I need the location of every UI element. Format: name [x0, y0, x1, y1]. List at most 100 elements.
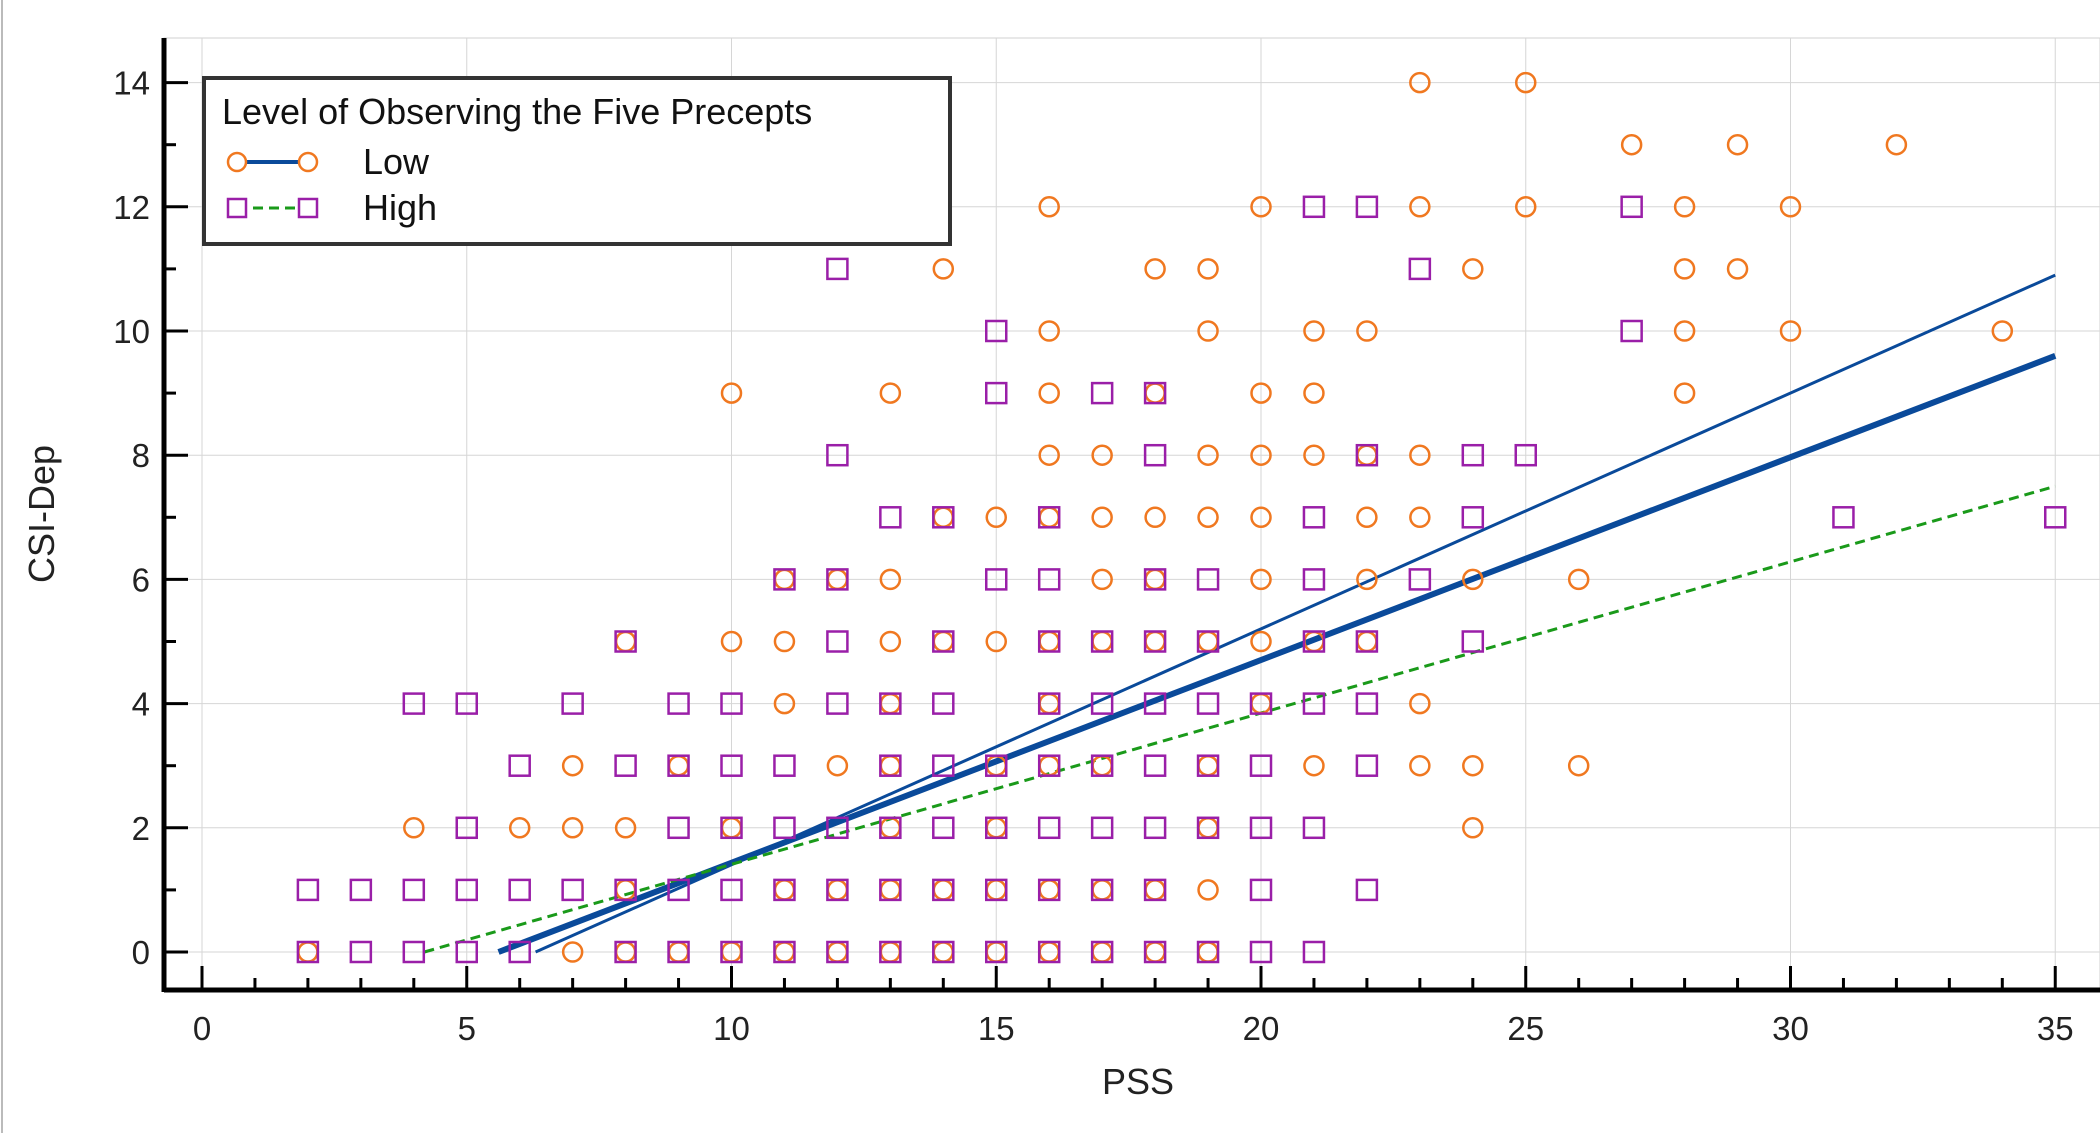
high-point	[508, 940, 531, 964]
low-point	[561, 754, 584, 777]
high-point	[826, 940, 849, 964]
low-point	[1567, 754, 1590, 777]
high-point	[1249, 692, 1273, 715]
x-tick-label: 35	[2037, 1010, 2074, 1047]
low-point	[879, 382, 902, 404]
high-point	[985, 940, 1008, 964]
low-point	[932, 258, 955, 280]
high-point	[2044, 506, 2067, 529]
low-point	[1250, 506, 1272, 529]
low-point	[985, 630, 1007, 653]
high-point	[1143, 568, 1167, 591]
low-point	[1779, 196, 1802, 218]
low-point	[1462, 754, 1484, 777]
y-axis-title: CSI-Dep	[21, 445, 62, 583]
high-point	[1196, 816, 1220, 840]
y-tick-label: 14	[113, 65, 150, 102]
high-point	[932, 940, 955, 964]
high-point	[667, 692, 690, 715]
high-point	[879, 878, 902, 902]
high-point	[561, 878, 584, 902]
high-point	[985, 381, 1008, 405]
high-point	[985, 568, 1008, 591]
high-point	[1037, 940, 1061, 964]
high-point	[1249, 754, 1273, 777]
low-point	[1250, 444, 1272, 466]
legend-box	[202, 76, 952, 246]
x-tick-label: 30	[1772, 1010, 1809, 1047]
high-point	[773, 754, 796, 777]
y-tick-label: 2	[132, 810, 150, 847]
high-point	[773, 878, 796, 902]
x-tick-label: 20	[1243, 1010, 1280, 1047]
high-point	[1461, 443, 1485, 467]
high-point	[879, 506, 902, 529]
low-point	[1303, 444, 1325, 466]
high-point	[1196, 754, 1220, 777]
high-point	[1620, 319, 1643, 343]
high-point	[1037, 816, 1061, 840]
low-point	[1779, 320, 1802, 342]
high-point	[1408, 257, 1432, 281]
high-point	[508, 878, 531, 902]
low-point	[720, 630, 743, 653]
high-point	[1196, 568, 1220, 591]
high-point	[455, 692, 478, 715]
high-point	[985, 878, 1008, 902]
legend-high-label: High	[363, 187, 437, 228]
high-point	[1249, 940, 1273, 964]
low-point	[773, 630, 796, 653]
low-point	[773, 692, 796, 715]
high-point	[826, 816, 849, 840]
low-point	[1409, 754, 1431, 777]
high-point	[1514, 443, 1537, 467]
high-point	[1090, 754, 1114, 777]
low-point	[1303, 320, 1325, 342]
high-point	[1832, 506, 1855, 529]
low-point	[1303, 382, 1325, 404]
legend: Level of Observing the Five Precepts Low…	[202, 76, 952, 246]
low-point	[1197, 506, 1219, 529]
high-point	[1143, 940, 1167, 964]
high-point	[720, 878, 743, 902]
high-point	[1037, 878, 1061, 902]
x-tick-label: 0	[193, 1010, 211, 1047]
low-point	[720, 382, 743, 404]
high-point	[985, 319, 1008, 343]
high-point	[879, 940, 902, 964]
high-point	[614, 630, 637, 653]
low-point	[1303, 754, 1325, 777]
high-point	[1090, 940, 1114, 964]
low-point	[985, 506, 1007, 529]
high-point	[508, 754, 531, 777]
high-point	[1302, 506, 1326, 529]
low-point	[1250, 196, 1272, 218]
high-point	[667, 754, 690, 777]
x-tick-label: 15	[978, 1010, 1015, 1047]
low-point	[1673, 258, 1696, 280]
high-point	[1037, 692, 1061, 715]
low-point	[1091, 568, 1113, 591]
low-point	[1038, 320, 1060, 342]
low-point	[1144, 506, 1166, 529]
low-point	[1567, 568, 1590, 591]
low-point	[1250, 568, 1272, 591]
high-point	[1037, 754, 1061, 777]
low-point	[1356, 320, 1378, 342]
high-point	[826, 257, 849, 281]
low-point	[879, 568, 902, 591]
high-point	[402, 692, 426, 715]
high-point	[826, 878, 849, 902]
high-point	[985, 816, 1008, 840]
x-tick-label: 10	[713, 1010, 750, 1047]
high-point	[1355, 630, 1379, 653]
high-point	[1143, 816, 1167, 840]
low-point	[1462, 568, 1484, 591]
low-point	[1409, 71, 1431, 94]
high-point	[932, 506, 955, 529]
high-point	[1090, 692, 1114, 715]
low-point	[1673, 382, 1696, 404]
high-point	[667, 940, 690, 964]
low-point	[1515, 196, 1537, 218]
high-point	[1037, 506, 1061, 529]
